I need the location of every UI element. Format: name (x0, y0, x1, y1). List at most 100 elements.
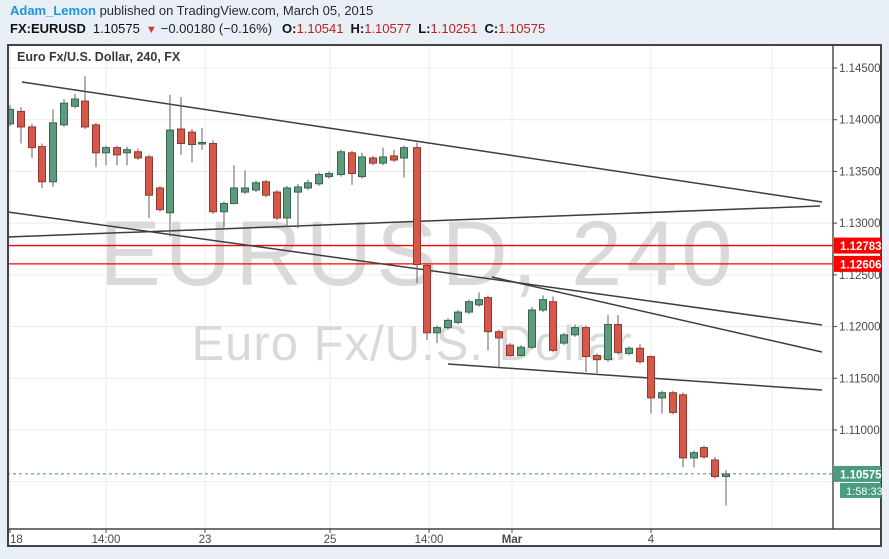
time-tick-label: 14:00 (92, 534, 121, 546)
candle-down (134, 151, 142, 159)
chart-legend: Euro Fx/U.S. Dollar, 240, FX (17, 50, 181, 64)
open-value: 1.10541 (296, 21, 344, 36)
candle-down (113, 147, 121, 156)
candle-up (325, 172, 333, 178)
time-tick-label: 14:00 (415, 534, 444, 546)
price-tick-label: 1.11000 (839, 425, 880, 437)
chart-frame (7, 44, 882, 547)
alert-price-badge: 1.12606 (834, 255, 882, 272)
candle-down (209, 142, 217, 213)
candle-up (7, 108, 14, 125)
close-value: 1.10575 (498, 21, 546, 36)
quote-bar: FX:EURUSD 1.10575 ▼ −0.00180 (−0.16%) O:1.10… (10, 21, 552, 36)
candle-up (241, 187, 249, 193)
price-tick-label: 1.12500 (839, 270, 881, 282)
countdown-label: 1:58:33 (846, 486, 882, 498)
candle-down (700, 447, 708, 458)
candle-up (465, 301, 473, 313)
price-tick-label: 1.14500 (839, 63, 881, 75)
candle-down (262, 181, 270, 196)
candle-down (92, 124, 100, 154)
candle-down (348, 152, 356, 174)
price-tick-label: 1.14000 (839, 115, 881, 127)
current-badge-label: 1.10575 (840, 469, 882, 481)
candle-down (582, 327, 590, 358)
candle-down (614, 323, 622, 353)
candle-down (156, 187, 164, 211)
price-axis[interactable]: 1.14500 1.14000 1.13500 1.13000 1.12500 1.120… (833, 63, 881, 437)
trendline[interactable] (491, 276, 823, 353)
candle-up (658, 392, 666, 399)
candle-down (679, 394, 687, 459)
time-tick-label: 18 (10, 534, 23, 546)
candle-up (433, 327, 441, 334)
price-change: −0.00180 (−0.16%) (160, 21, 273, 36)
candle-down (273, 191, 281, 219)
candle-up (444, 319, 452, 329)
candle-down (506, 344, 514, 357)
candle-up (539, 299, 547, 311)
candle-up (230, 187, 238, 204)
low-value: 1.10251 (430, 21, 478, 36)
candle-up (71, 98, 79, 107)
countdown-badge: 1:58:33 (840, 482, 883, 498)
candle-up (49, 122, 57, 183)
time-tick-label: 23 (199, 534, 212, 546)
candle-down (177, 128, 185, 144)
price-tick-label: 1.12000 (839, 322, 881, 334)
candle-down (636, 347, 644, 363)
alert-badge-bg (834, 255, 881, 272)
time-axis[interactable]: 18 14:00 23 25 14:00 Mar 4 (9, 529, 655, 546)
time-tick-label: 25 (324, 534, 337, 546)
watermark-name: Euro Fx/U.S. Dollar (191, 317, 632, 371)
candle-down (593, 355, 601, 361)
candle-up (123, 149, 131, 154)
candle-up (454, 311, 462, 323)
candle-down (549, 301, 557, 351)
candle-up (560, 334, 568, 344)
candle-down (484, 297, 492, 333)
candle-down (711, 459, 719, 478)
candlestick-chart[interactable]: EURUSD, 240 Euro Fx/U.S. Dollar Euro Fx/U.… (7, 44, 883, 547)
trendline[interactable] (447, 363, 823, 391)
candle-down (38, 146, 46, 183)
candle-up (283, 187, 291, 219)
candle-up (690, 452, 698, 459)
time-tick-label: Mar (502, 534, 523, 546)
candle-up (625, 347, 633, 354)
candle-down (495, 331, 503, 339)
countdown-badge-bg (840, 482, 881, 498)
author-link[interactable]: Adam_Lemon (10, 3, 96, 18)
trendline[interactable] (7, 211, 823, 326)
open-label: O: (282, 21, 297, 36)
candle-up (722, 473, 730, 478)
alert-badge-label: 1.12606 (840, 259, 882, 271)
candle-down (28, 126, 36, 149)
price-tick-label: 1.13000 (839, 218, 881, 230)
close-label: C: (484, 21, 499, 36)
price-tick-label: 1.11500 (839, 373, 880, 385)
candle-up (400, 147, 408, 159)
candle-down (669, 392, 677, 413)
candle-up (571, 327, 579, 336)
low-label: L: (418, 21, 431, 36)
candle-up (166, 129, 174, 214)
candle-up (220, 202, 228, 213)
candle-down (81, 100, 89, 128)
publish-text: published on TradingView.com, March 05, … (95, 3, 374, 18)
plot-area[interactable] (7, 76, 833, 506)
price-tick-label: 1.13500 (839, 166, 881, 178)
candle-up (294, 186, 302, 193)
candle-up (517, 346, 525, 357)
alert-badge-label: 1.12783 (840, 241, 882, 253)
trendline[interactable] (21, 81, 823, 203)
high-label: H: (350, 21, 365, 36)
candle-up (102, 147, 110, 154)
chart-background (7, 44, 882, 547)
alert-price-badge: 1.12783 (834, 237, 882, 254)
candle-up (337, 151, 345, 176)
candle-down (145, 156, 153, 196)
time-tick-label: 4 (648, 534, 655, 546)
candle-down (188, 131, 196, 146)
